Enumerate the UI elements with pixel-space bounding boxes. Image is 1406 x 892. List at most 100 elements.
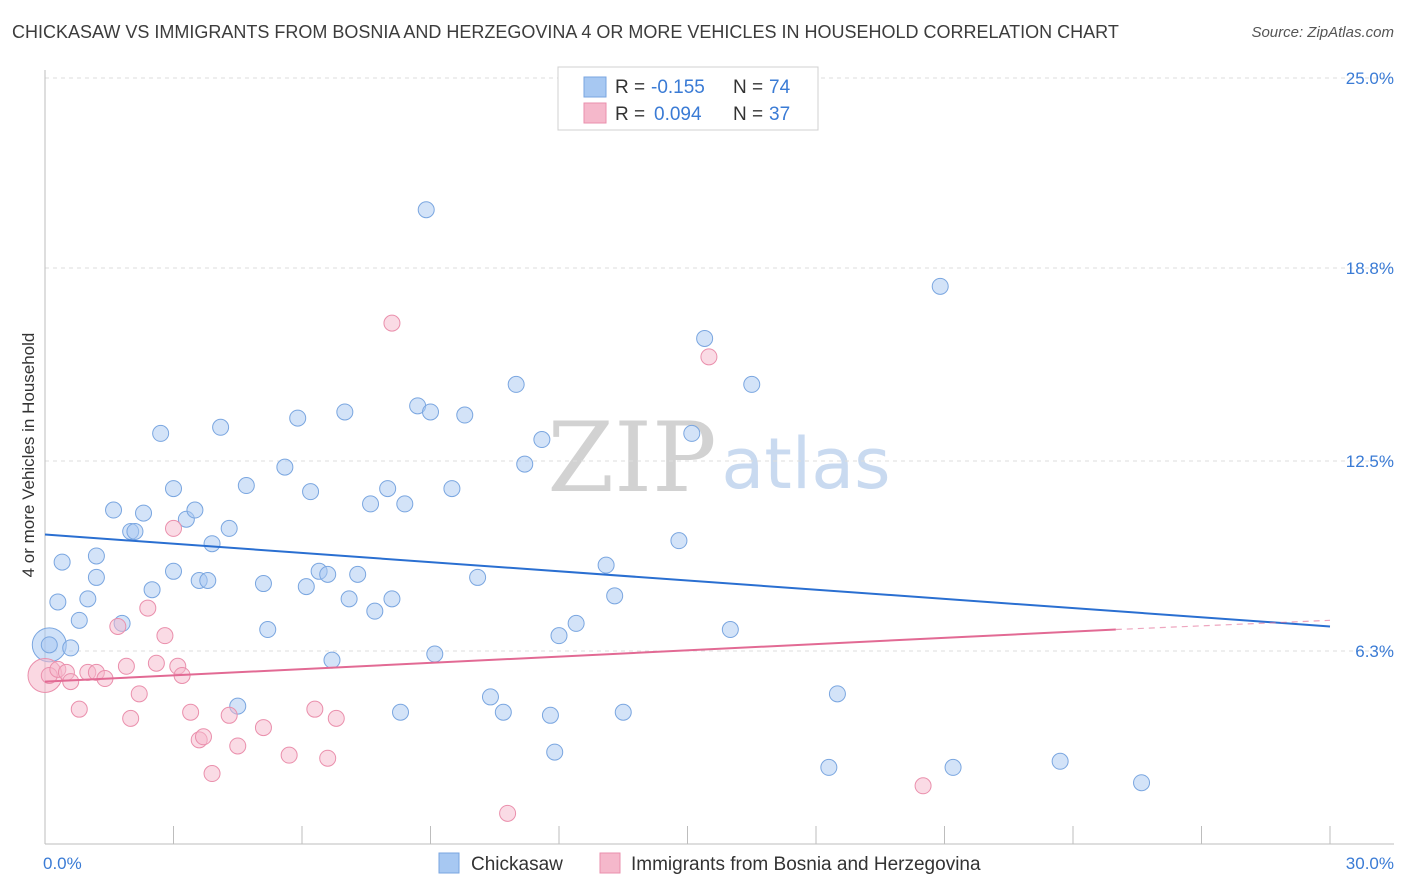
stats-r-value-1: -0.155 (651, 77, 705, 98)
chickasaw-point (944, 758, 962, 776)
chickasaw-point (237, 477, 255, 495)
chickasaw-point (670, 532, 688, 550)
chickasaw-point (443, 480, 461, 498)
watermark-zip: ZIP (547, 402, 716, 514)
chickasaw-point (254, 575, 272, 593)
y-tick-label: 18.8% (1346, 259, 1394, 278)
y-tick-label: 25.0% (1346, 69, 1394, 88)
chickasaw-point (87, 568, 105, 586)
chickasaw-point (469, 568, 487, 586)
chickasaw-point (597, 556, 615, 574)
chickasaw-point (1133, 774, 1151, 792)
chickasaw-point (165, 480, 182, 498)
y-tick-label: 12.5% (1346, 452, 1394, 471)
chickasaw-point (297, 578, 315, 596)
stats-n-label-1: N = (733, 77, 763, 98)
stats-swatch-chickasaw (583, 76, 607, 98)
bosnia-point (182, 703, 200, 721)
legend-swatch-bosnia (599, 852, 621, 874)
chickasaw-point (323, 651, 341, 669)
chickasaw-point (396, 495, 414, 513)
chickasaw-point (165, 562, 182, 580)
chickasaw-point (186, 501, 204, 519)
chickasaw-point (126, 522, 144, 540)
chickasaw-point (828, 685, 846, 703)
bosnia-point (139, 599, 157, 617)
stats-swatch-bosnia (583, 102, 607, 124)
bosnia-point (254, 719, 272, 737)
x-tick-marks (44, 826, 1331, 844)
bosnia-point (220, 706, 238, 724)
chickasaw-point (259, 621, 277, 639)
bosnia-point (165, 519, 182, 537)
bosnia-point (203, 765, 221, 783)
chickasaw-point (614, 703, 632, 721)
bosnia-point (306, 700, 324, 718)
chickasaw-point (426, 645, 444, 663)
source-credit: Source: ZipAtlas.com (1251, 24, 1394, 41)
bosnia-point (319, 749, 337, 767)
chickasaw-point (62, 639, 80, 657)
chickasaw-point (494, 703, 512, 721)
bosnia-point (109, 617, 127, 635)
bosnia-point (147, 654, 165, 672)
bosnia-points (27, 314, 932, 822)
x-tick-label-max: 30.0% (1346, 854, 1394, 873)
bosnia-point (70, 700, 88, 718)
chickasaw-point (152, 424, 170, 442)
y-tick-label: 6.3% (1355, 642, 1394, 661)
y-tick-labels: 6.3% 12.5% 18.8% 25.0% (1346, 69, 1394, 661)
chickasaw-point (606, 587, 624, 605)
chickasaw-point (87, 547, 105, 565)
chart-title: CHICKASAW VS IMMIGRANTS FROM BOSNIA AND … (12, 22, 1119, 42)
legend-label-bosnia: Immigrants from Bosnia and Herzegovina (631, 854, 981, 875)
chickasaw-point (481, 688, 499, 706)
chickasaw-point (220, 519, 238, 537)
chickasaw-trend-line (44, 533, 1331, 628)
chickasaw-point (422, 403, 439, 421)
bosnia-trend-line (44, 628, 1116, 683)
chickasaw-point (53, 553, 71, 571)
chickasaw-point (319, 565, 337, 583)
chickasaw-point (212, 418, 230, 436)
chickasaw-point (302, 483, 320, 501)
chickasaw-point (349, 565, 367, 583)
bosnia-point (229, 737, 247, 755)
stats-n-label-2: N = (733, 104, 763, 125)
bosnia-point (280, 746, 298, 764)
x-tick-label-min: 0.0% (43, 854, 82, 873)
chickasaw-point (507, 375, 525, 393)
chickasaw-point (516, 455, 534, 473)
chickasaw-point (820, 758, 838, 776)
chickasaw-point (721, 621, 739, 639)
chickasaw-point (1051, 752, 1069, 770)
chickasaw-point (533, 431, 551, 449)
chickasaw-points (31, 201, 1151, 792)
stats-r-label-1: R = (615, 77, 645, 98)
bosnia-point (700, 348, 718, 366)
bosnia-point (194, 728, 212, 746)
chickasaw-point (203, 535, 221, 553)
bosnia-trend-extension (1115, 619, 1331, 631)
chickasaw-point (392, 703, 410, 721)
watermark-atlas: atlas (721, 423, 890, 505)
bosnia-point (156, 627, 174, 645)
bosnia-point (383, 314, 401, 332)
chickasaw-point (289, 409, 307, 427)
chickasaw-point (550, 627, 568, 645)
legend-label-chickasaw: Chickasaw (471, 854, 563, 875)
chickasaw-point (546, 743, 564, 761)
chickasaw-point (383, 590, 401, 608)
chickasaw-point (340, 590, 358, 608)
y-axis-label: 4 or more Vehicles in Household (19, 333, 38, 578)
chickasaw-point (143, 581, 161, 599)
chickasaw-point (683, 424, 701, 442)
stats-n-value-2: 37 (769, 104, 790, 125)
bosnia-point (117, 657, 135, 675)
gridlines (45, 77, 1394, 652)
bosnia-point (327, 709, 345, 727)
chickasaw-point (366, 602, 384, 620)
chickasaw-point (276, 458, 294, 476)
stats-r-value-2: 0.094 (654, 104, 702, 125)
